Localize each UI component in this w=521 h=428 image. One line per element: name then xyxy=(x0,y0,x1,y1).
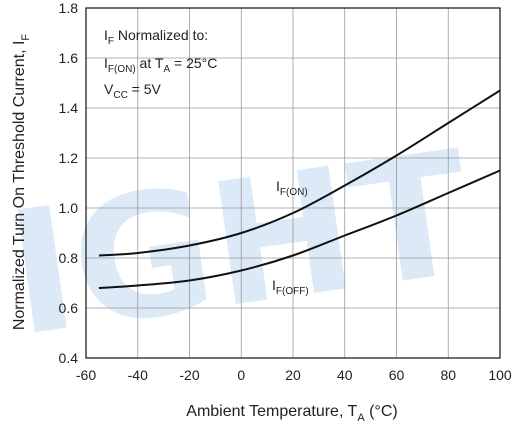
y-tick-label: 1.4 xyxy=(59,100,79,116)
x-tick-label: -60 xyxy=(76,367,96,383)
y-tick-label: 0.6 xyxy=(59,300,79,316)
x-tick-label: -20 xyxy=(179,367,199,383)
y-tick-label: 0.8 xyxy=(59,250,79,266)
series-lines xyxy=(98,89,501,289)
x-tick-label: 20 xyxy=(285,367,301,383)
series-line-if-off xyxy=(98,169,501,289)
series-label-on: IF(ON) xyxy=(276,178,308,198)
y-tick-label: 1.0 xyxy=(59,200,79,216)
y-tick-label: 1.8 xyxy=(59,0,79,16)
annotation-line-1: IF Normalized to: xyxy=(104,27,208,47)
x-tick-labels: -60 -40 -20 0 20 40 60 80 100 xyxy=(76,367,512,383)
x-tick-label: -40 xyxy=(128,367,148,383)
y-tick-label: 1.2 xyxy=(59,150,79,166)
x-tick-label: 0 xyxy=(237,367,245,383)
annotation-line-2: IF(ON) at TA = 25°C xyxy=(104,55,217,75)
annotation-line-3: VCC = 5V xyxy=(104,81,162,101)
series-line-if-on xyxy=(98,89,501,257)
y-tick-labels: 0.4 0.6 0.8 1.0 1.2 1.4 1.6 1.8 xyxy=(59,0,79,366)
x-tick-label: 80 xyxy=(440,367,456,383)
x-tick-label: 40 xyxy=(337,367,353,383)
x-axis-title: Ambient Temperature, TA (°C) xyxy=(186,403,397,424)
y-axis-title: Normalized Turn On Threshold Current, IF xyxy=(11,34,32,331)
x-tick-label: 60 xyxy=(389,367,405,383)
series-label-off: IF(OFF) xyxy=(272,277,309,297)
y-tick-label: 1.6 xyxy=(59,50,79,66)
plot-frame xyxy=(85,7,501,359)
x-tick-label: 100 xyxy=(488,367,512,383)
y-tick-label: 0.4 xyxy=(59,350,79,366)
